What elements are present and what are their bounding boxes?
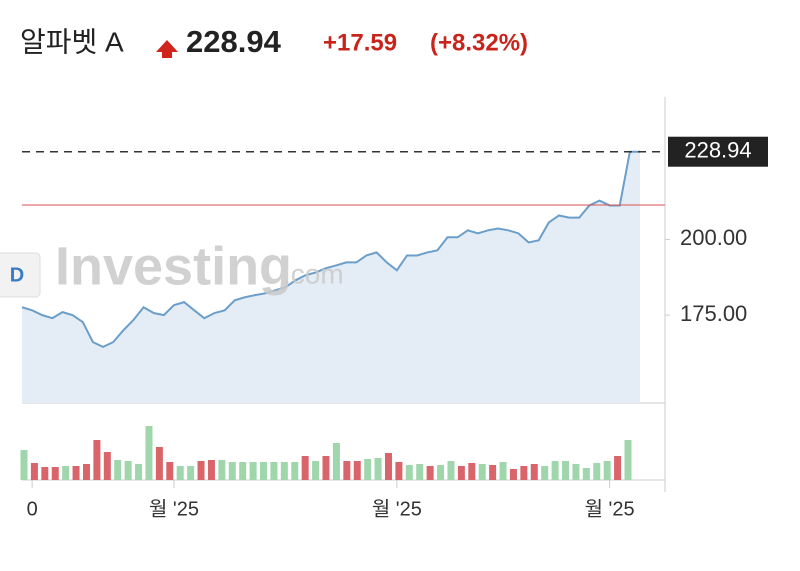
volume-bar: [124, 461, 132, 480]
volume-bar: [478, 464, 486, 480]
period-button[interactable]: [0, 252, 41, 298]
volume-bar: [93, 440, 101, 480]
volume-bar: [207, 460, 215, 480]
price-line: [21, 150, 640, 349]
volume-bar: [593, 463, 601, 480]
x-tick-label: 0: [27, 498, 38, 520]
volume-bar: [228, 462, 236, 480]
stock-name: 알파벳 A: [20, 26, 124, 57]
x-tick-label: 월 '25: [585, 497, 635, 520]
volume-bar: [489, 465, 497, 480]
volume-bar: [603, 461, 611, 480]
volume-bar: [416, 464, 424, 480]
volume-bar: [509, 469, 517, 480]
watermark-brand: Investing: [55, 236, 292, 296]
volume-bar: [322, 456, 330, 480]
volume-bar: [301, 456, 309, 480]
volume-bar: [280, 462, 288, 480]
volume-bar: [374, 458, 382, 480]
volume-bar: [447, 461, 455, 480]
volume-bar: [332, 443, 340, 480]
volume-bar: [395, 462, 403, 480]
volume-bar: [562, 461, 570, 480]
volume-bar: [135, 464, 143, 480]
volume-bar: [572, 464, 580, 480]
volume-bar: [239, 462, 247, 480]
period-button-label[interactable]: D: [10, 264, 24, 286]
volume-bar: [551, 461, 559, 480]
volume-bar: [457, 466, 465, 480]
volume-bar: [166, 462, 174, 480]
price-change-percent: (+8.32%): [430, 29, 528, 56]
volume-bar: [468, 463, 476, 480]
volume-bar: [530, 464, 538, 480]
y-tick-label: 200.00: [680, 225, 747, 250]
price: 228.94: [186, 24, 282, 59]
volume-bar: [114, 460, 122, 480]
volume-bar: [270, 462, 278, 480]
volume-bar: [197, 461, 205, 480]
volume-bar: [187, 466, 195, 480]
volume-bar: [176, 466, 184, 480]
volume-bar: [520, 466, 528, 480]
volume-bar: [145, 426, 153, 480]
volume-bar: [218, 460, 226, 480]
volume-bar: [41, 467, 49, 480]
volume-bar: [405, 465, 413, 480]
volume-bar: [353, 461, 361, 480]
volume-bar: [62, 466, 70, 480]
x-tick-label: 월 '25: [149, 497, 199, 520]
last-price-box: [668, 136, 768, 167]
volume-bar: [30, 463, 38, 480]
volume-bar: [582, 468, 590, 480]
watermark-suffix: .com: [283, 258, 344, 289]
volume-bar: [155, 447, 163, 480]
volume-bar: [260, 462, 268, 480]
volume-bar: [291, 462, 299, 480]
volume-bar: [82, 464, 90, 480]
volume-bar: [51, 467, 59, 480]
x-tick-label: 월 '25: [372, 497, 422, 520]
volume-bar: [103, 452, 111, 480]
volume-bar: [312, 461, 320, 480]
volume-bar: [426, 466, 434, 480]
volume-bar: [343, 461, 351, 480]
volume-bar: [72, 466, 80, 480]
volume-bar: [614, 456, 622, 480]
price-change: +17.59: [323, 29, 397, 56]
volume-bar: [249, 462, 257, 480]
volume-bar: [499, 462, 507, 480]
volume-bar: [437, 465, 445, 480]
plot-area: 228.94 175.00 200.00 0 월 '25 월 '25 월 '25: [20, 97, 768, 520]
volume-bar: [364, 459, 372, 480]
up-arrow-icon: [156, 40, 178, 58]
volume-bar: [541, 466, 549, 480]
y-tick-label: 175.00: [680, 301, 747, 326]
volume-bar: [624, 440, 632, 480]
volume-bar: [20, 450, 28, 480]
last-price-label: 228.94: [684, 138, 751, 163]
area-fill: [22, 151, 640, 403]
volume-bar: [384, 453, 392, 480]
